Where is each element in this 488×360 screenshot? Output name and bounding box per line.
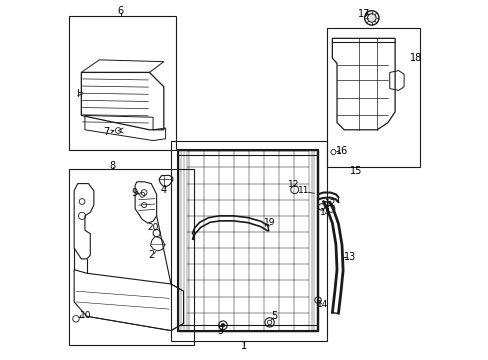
Text: 8: 8	[110, 161, 116, 171]
Bar	[171, 140, 326, 341]
Text: 13: 13	[344, 252, 356, 262]
Text: 1: 1	[241, 341, 247, 351]
Text: 14: 14	[316, 300, 328, 309]
Text: 4: 4	[161, 185, 166, 195]
Bar	[69, 169, 194, 345]
Text: 5: 5	[270, 311, 277, 321]
Text: 14: 14	[320, 208, 331, 217]
Text: 12: 12	[287, 180, 298, 189]
Bar	[69, 16, 176, 149]
Text: 11: 11	[297, 185, 309, 194]
Text: 17: 17	[358, 9, 370, 19]
Text: 18: 18	[409, 53, 421, 63]
Text: 16: 16	[336, 146, 348, 156]
Text: 12: 12	[324, 199, 336, 208]
Text: 6: 6	[118, 6, 123, 17]
Text: 15: 15	[349, 166, 361, 176]
Text: 9: 9	[131, 188, 137, 198]
Text: 7: 7	[103, 127, 109, 136]
Circle shape	[221, 323, 224, 327]
Bar	[178, 149, 317, 330]
Text: 3: 3	[217, 325, 223, 336]
Text: 10: 10	[80, 311, 91, 320]
Text: 2: 2	[148, 250, 154, 260]
Bar	[326, 28, 419, 167]
Circle shape	[367, 14, 375, 22]
Text: 20: 20	[147, 223, 159, 232]
Text: 19: 19	[264, 218, 275, 227]
